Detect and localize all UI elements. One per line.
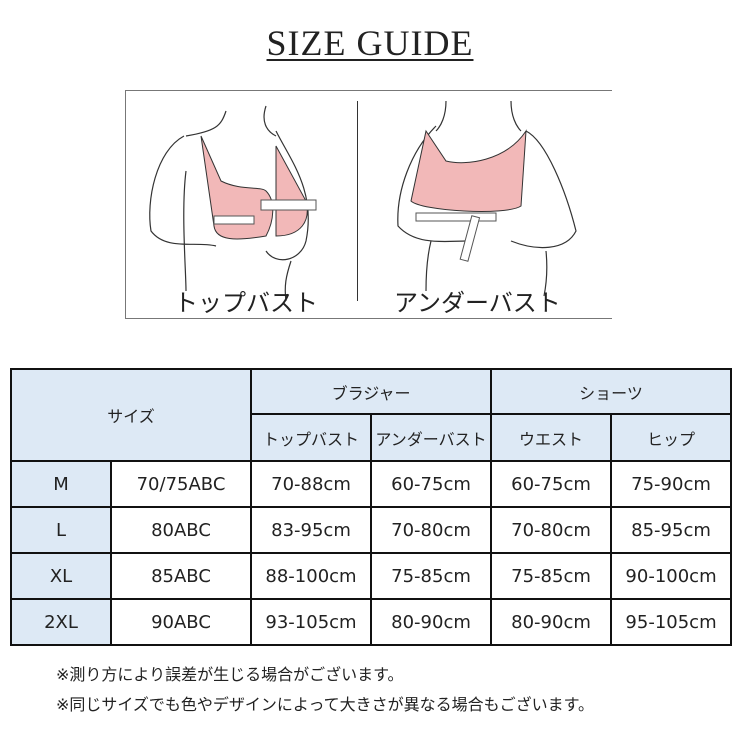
table-row: 2XL 90ABC 93-105cm 80-90cm 80-90cm 95-10… <box>10 598 733 646</box>
under-bust-cell: 80-90cm <box>369 598 493 646</box>
under-bust-cell: 75-85cm <box>369 552 493 600</box>
column-header: ウエスト <box>490 413 613 462</box>
under-bust-cell: 60-75cm <box>369 460 493 508</box>
size-table: サイズ ブラジャー ショーツ トップバスト アンダーバスト ウエスト ヒップ M… <box>10 368 733 646</box>
top-bust-cell: 88-100cm <box>250 552 372 600</box>
cup-cell: 85ABC <box>110 552 252 600</box>
top-bust-cell: 93-105cm <box>250 598 372 646</box>
top-bust-cell: 70-88cm <box>250 460 372 508</box>
hip-cell: 85-95cm <box>610 506 733 554</box>
size-header: サイズ <box>10 368 252 462</box>
bra-group-header: ブラジャー <box>249 368 493 415</box>
table-row: XL 85ABC 88-100cm 75-85cm 75-85cm 90-100… <box>10 552 733 600</box>
cup-cell: 80ABC <box>110 506 252 554</box>
page-title: SIZE GUIDE <box>266 23 474 63</box>
measurement-illustration: トップバスト アンダーバスト <box>125 90 612 319</box>
top-bust-cell: 83-95cm <box>250 506 372 554</box>
column-header: アンダーバスト <box>369 413 493 462</box>
table-row: M 70/75ABC 70-88cm 60-75cm 60-75cm 75-90… <box>10 460 733 508</box>
hip-cell: 75-90cm <box>610 460 733 508</box>
bra-measurement-drawing <box>149 100 577 302</box>
table-row: L 80ABC 83-95cm 70-80cm 70-80cm 85-95cm <box>10 506 733 554</box>
size-cell: XL <box>10 552 112 600</box>
size-cell: M <box>10 460 112 508</box>
notes: ※測り方により誤差が生じる場合がございます。 ※同じサイズでも色やデザインによっ… <box>56 660 594 720</box>
cup-cell: 70/75ABC <box>110 460 252 508</box>
cup-cell: 90ABC <box>110 598 252 646</box>
bra-right <box>410 129 527 212</box>
illustration-divider <box>357 101 358 301</box>
waist-cell: 80-90cm <box>490 598 613 646</box>
top-bust-label: トップバスト <box>174 289 318 317</box>
hip-cell: 90-100cm <box>610 552 733 600</box>
column-header: トップバスト <box>250 413 372 462</box>
shorts-group-header: ショーツ <box>490 368 733 415</box>
note: ※測り方により誤差が生じる場合がございます。 <box>56 665 404 684</box>
waist-cell: 70-80cm <box>490 506 613 554</box>
waist-cell: 60-75cm <box>490 460 613 508</box>
under-bust-label: アンダーバスト <box>394 289 561 317</box>
size-cell: 2XL <box>10 598 112 646</box>
hip-cell: 95-105cm <box>610 598 733 646</box>
column-header: ヒップ <box>610 413 733 462</box>
waist-cell: 75-85cm <box>490 552 613 600</box>
size-cell: L <box>10 506 112 554</box>
note: ※同じサイズでも色やデザインによって大きさが異なる場合もございます。 <box>56 695 595 714</box>
under-bust-cell: 70-80cm <box>369 506 493 554</box>
